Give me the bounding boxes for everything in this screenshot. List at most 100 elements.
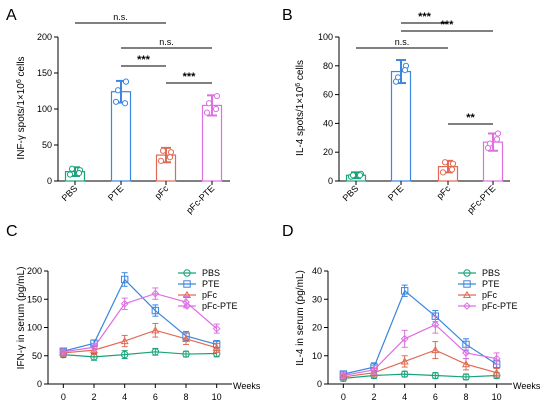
panel-d-data-point [369,368,379,376]
panel-a-data-point [75,169,83,177]
panel-c-x-tick-label: 6 [153,392,158,402]
panel-a-data-point [112,98,120,105]
panel-c-data-point [151,348,160,356]
panel-a-data-point [212,105,220,113]
panel-d-x-tick-label: 6 [433,392,438,402]
panel-d-legend-marker [463,280,471,288]
panel-a-data-point [157,157,165,164]
panel-d-series-line [343,289,497,375]
panel-b-x-tick-label: pFc [435,183,453,201]
panel-c-y-tick-label: 50 [32,351,42,361]
panel-d-legend-label: pFc [482,290,498,300]
panel-b-significance-label: *** [418,11,432,23]
panel-b-data-point [494,130,502,137]
panel-d-data-point [462,373,470,381]
panel-c-legend-label: PTE [202,279,220,289]
panel-a-data-point [159,147,167,154]
panel-b-data-point [441,159,449,166]
panel-a-data-point [203,109,211,116]
panel-b-data-point [439,169,447,176]
panel-b-data-point [349,172,357,179]
panel-b-data-point [449,160,457,167]
panel-c-data-point [120,275,129,284]
panel-c-data-point [89,345,99,354]
panel-d-legend-label: PBS [482,268,500,278]
panel-letter-b: B [282,7,293,24]
panel-a-y-tick-label: 50 [42,140,52,150]
panel-c-data-point [212,324,221,333]
panel-c-data-point [120,350,129,359]
panel-d-data-point [400,370,409,378]
panel-d-series-line [343,349,497,378]
panel-d-data-point [431,371,440,380]
panel-a-data-point [68,165,76,172]
panel-b-y-axis-title: IL-4 spots/1×106 cells [295,60,307,156]
panel-d-x-axis-title: Weeks [513,381,541,391]
panel-b-x-tick-label: PTE [386,183,405,202]
panel-a-y-tick-label: 200 [37,32,52,42]
panel-b-y-tick-label: 60 [323,90,333,100]
panel-a-data-point [166,154,174,161]
panel-d-data-point [400,287,409,295]
panel-b-data-point [401,67,409,74]
panel-a-y-axis-title: INF-γ spots/1×106 cells [16,56,28,159]
panel-a-x-tick-label: pFc-PTE [184,183,216,215]
panel-b-y-tick-label: 80 [323,61,333,71]
panel-c-x-axis-title: Weeks [233,381,261,391]
panel-c-y-tick-label: 0 [37,379,42,389]
panel-d-data-point [462,349,470,357]
panel-a-significance-label: *** [183,71,197,83]
panel-d-data-point [370,365,378,374]
panel-a-significance-label: n.s. [113,12,128,22]
panel-b-significance-label: n.s. [395,37,410,47]
panel-c-data-point [120,299,129,308]
panel-a-significance-label: n.s. [159,37,174,47]
panel-b-y-tick-label: 20 [323,147,333,157]
panel-letter-c: C [6,223,18,240]
panel-c-x-tick-label: 0 [61,392,66,402]
panel-d-legend-marker [462,290,472,299]
panel-c-data-point [120,336,129,345]
panel-d-data-point [492,354,501,363]
panel-b-significance-label: *** [441,19,455,31]
panel-b-data-point [448,166,456,173]
panel-d-data-point [431,320,440,329]
panel-b-data-point [356,172,364,179]
panel-a-data-point [122,78,130,85]
panel-c-x-tick-label: 2 [91,392,96,402]
panel-c-data-point [212,343,221,351]
panel-a-data-point [213,92,221,100]
panel-a-data-point [114,87,122,94]
panel-d-data-point [339,371,348,380]
panel-c-y-tick-label: 100 [27,323,42,333]
panel-a-bar [201,104,223,182]
panel-b-data-point [486,140,494,147]
panel-d-y-tick-label: 0 [317,379,322,389]
panel-d-x-tick-label: 0 [341,392,346,402]
panel-d-y-tick-label: 40 [312,266,322,276]
panel-d-legend-label: pFc-PTE [482,301,518,311]
panel-d-data-point [431,345,440,354]
panel-b-x-tick-label: pFc-PTE [465,183,497,215]
panel-c-y-axis-title: IFN-γ in serum (pg/mL) [16,267,27,370]
panel-c-data-point [90,343,98,352]
panel-d-x-tick-label: 10 [492,392,502,402]
panel-b-y-tick-label: 0 [328,176,333,186]
panel-c-data-point [59,347,68,356]
panel-c-data-point [151,289,160,298]
panel-c-data-point [181,334,191,342]
panel-d-legend-marker [463,269,471,277]
panel-d-series-line [343,323,497,377]
panel-c-legend-marker [183,269,191,277]
panel-c-legend-label: PBS [202,268,220,278]
panel-d-data-point [400,357,409,365]
panel-d-y-tick-label: 20 [312,323,322,333]
panel-d-data-point [461,359,471,368]
panel-a-data-point [121,100,129,107]
panel-a-data-point [167,149,175,156]
panel-c-data-point [151,326,160,334]
panel-a-x-tick-label: pFc [153,183,171,201]
panel-a-x-tick-label: PTE [106,183,125,202]
panel-c-series-line [63,351,217,358]
